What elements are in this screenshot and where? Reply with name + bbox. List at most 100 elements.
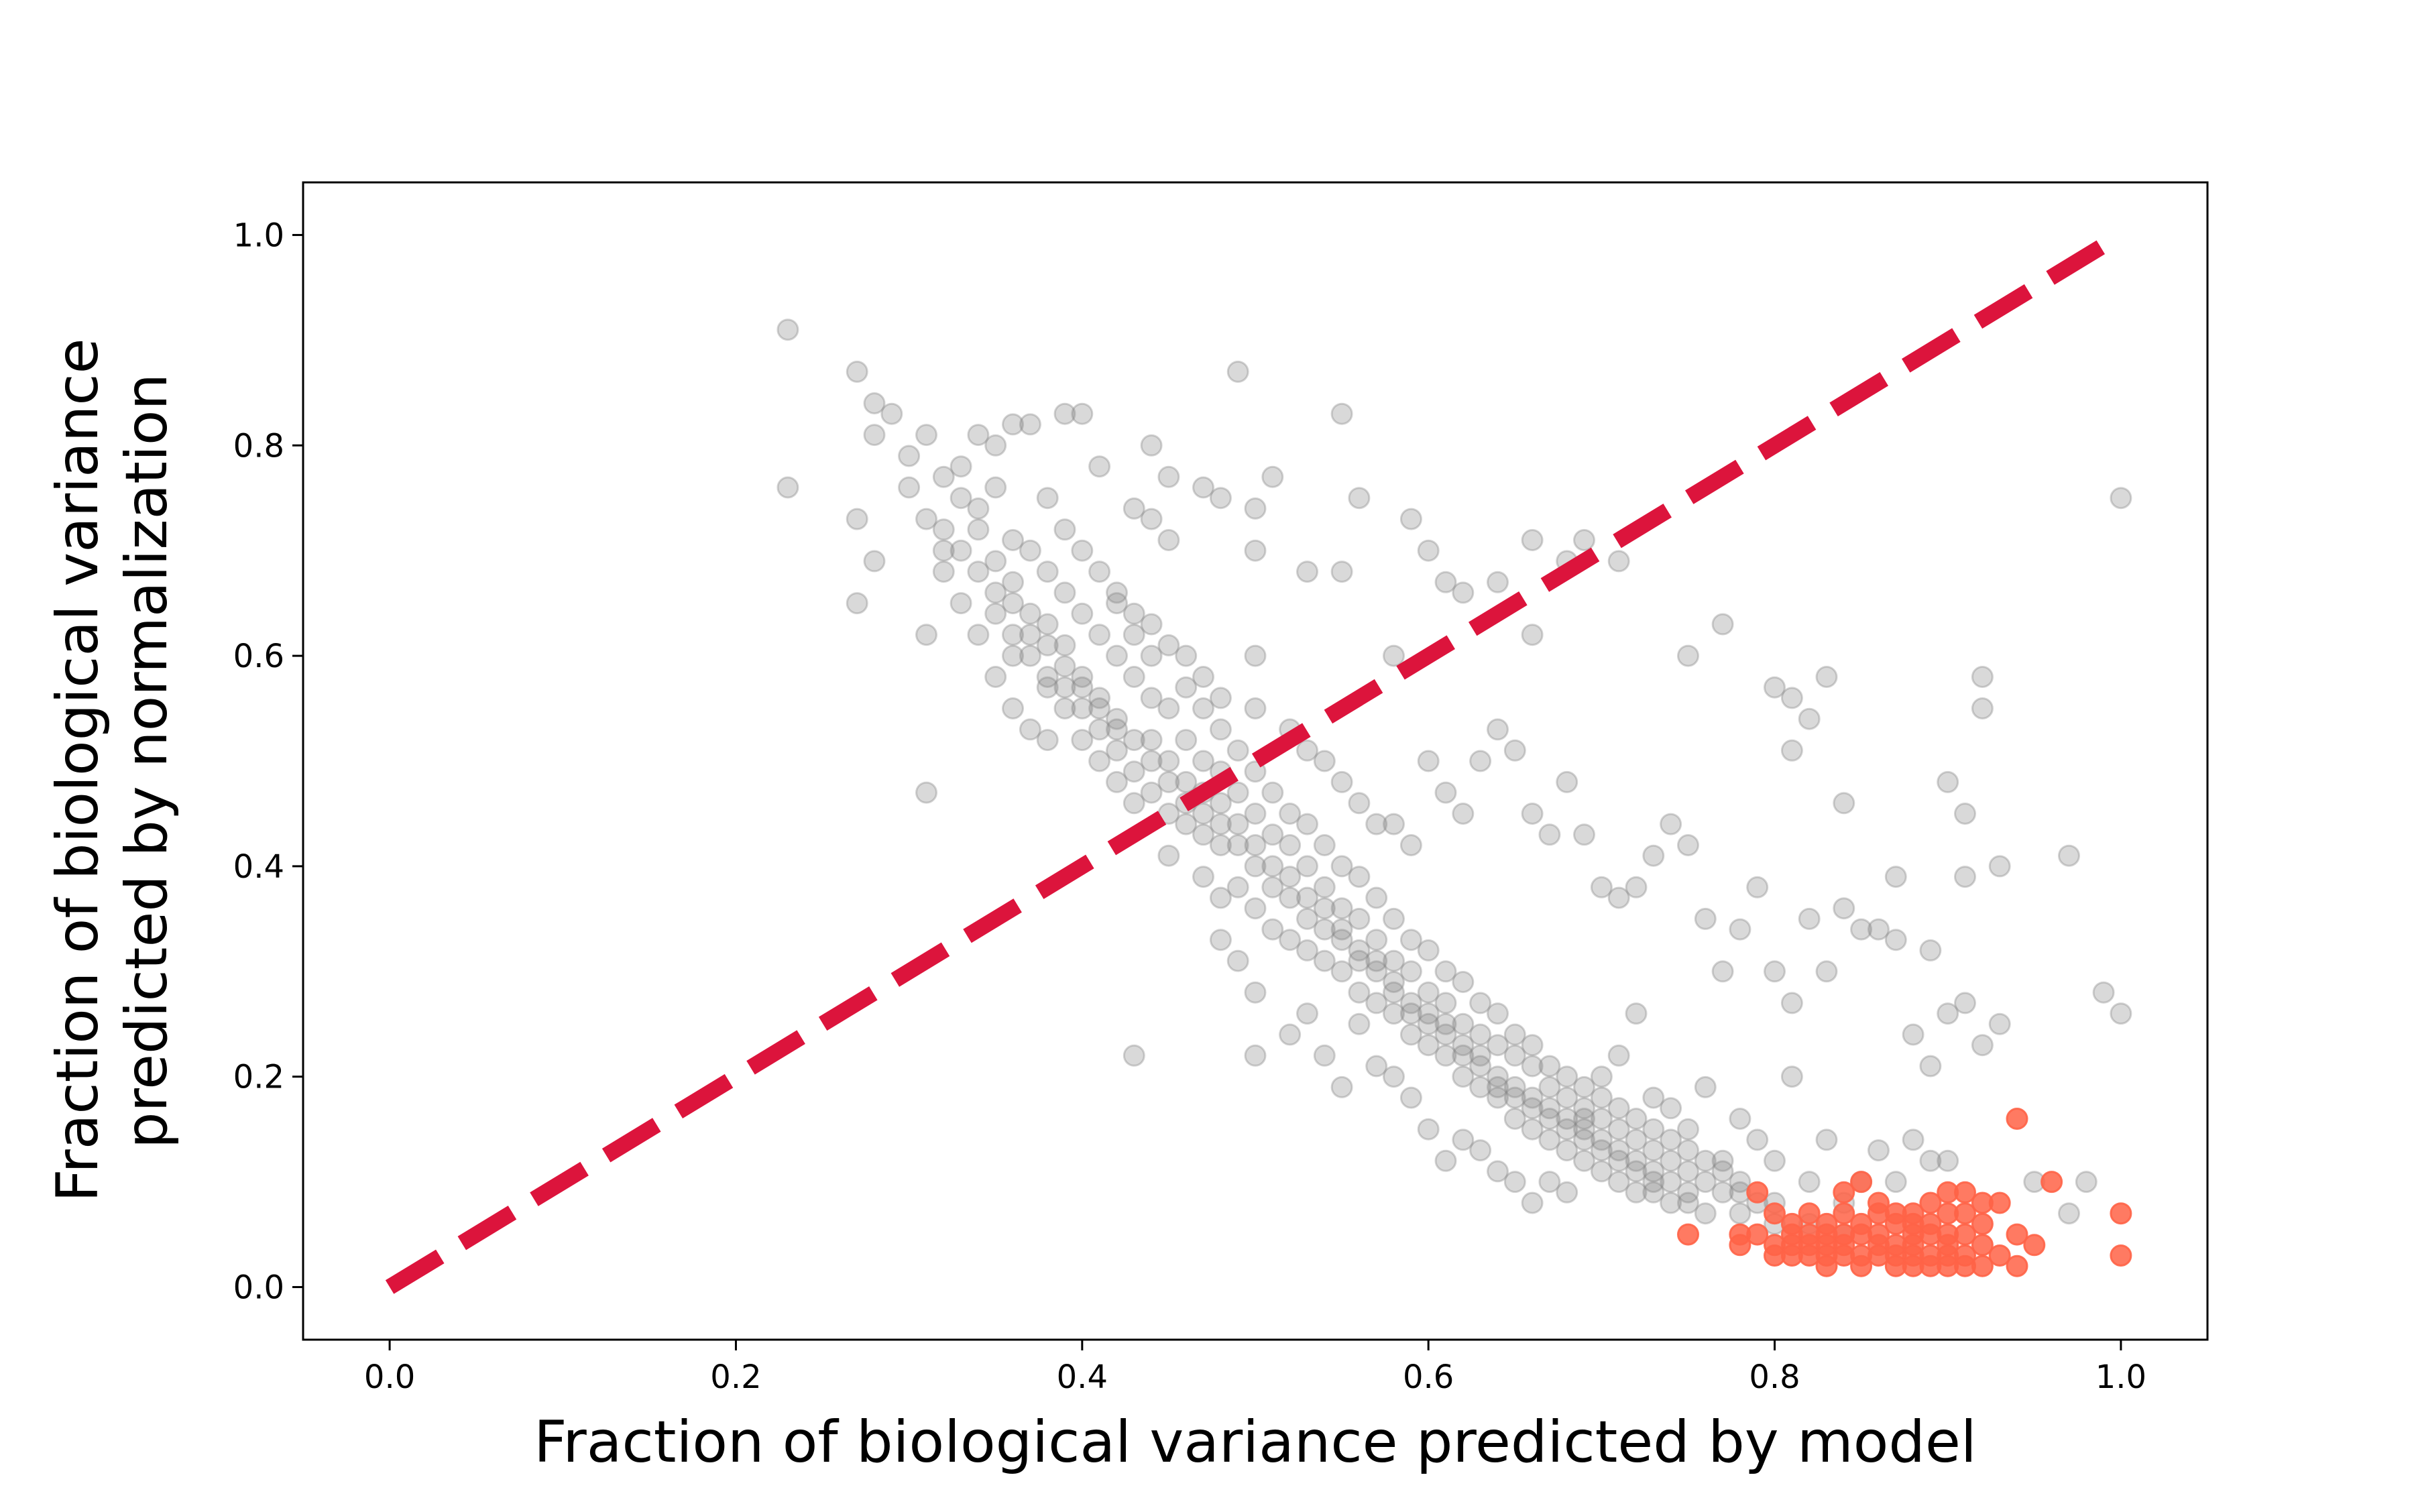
data-point-gray: [1261, 876, 1284, 898]
data-point-gray: [1434, 781, 1457, 804]
data-point-gray: [1209, 929, 1232, 951]
data-point-gray: [1884, 866, 1907, 888]
y-axis-label-line-2: predicted by normalization: [113, 373, 180, 1149]
data-point-gray: [1296, 907, 1318, 930]
data-point-gray: [1711, 1149, 1734, 1172]
data-point-gray: [1417, 1012, 1440, 1035]
data-point-gray: [1452, 1065, 1475, 1088]
data-point-highlight: [1971, 1255, 1994, 1277]
data-point-gray: [1348, 866, 1371, 888]
data-point-gray: [1296, 561, 1318, 583]
data-point-gray: [1833, 792, 1855, 815]
data-point-gray: [1660, 1149, 1682, 1172]
data-point-gray: [1487, 1002, 1509, 1025]
data-point-gray: [1469, 1044, 1492, 1067]
data-point-highlight: [1833, 1181, 1855, 1204]
data-point-gray: [1590, 1139, 1613, 1162]
data-point-gray: [1434, 1012, 1457, 1035]
data-point-gray: [1607, 1149, 1630, 1172]
data-point-gray: [1244, 697, 1267, 719]
data-point-gray: [1607, 886, 1630, 909]
y-tick-label: 0.6: [233, 638, 284, 675]
data-point-gray: [777, 476, 799, 499]
data-point-gray: [1140, 613, 1163, 636]
y-tick-label: 0.0: [233, 1269, 284, 1307]
data-point-gray: [1573, 1128, 1595, 1151]
data-point-gray: [1590, 1086, 1613, 1109]
data-point-gray: [1607, 1139, 1630, 1162]
data-point-gray: [1487, 1075, 1509, 1098]
data-point-gray: [1192, 803, 1214, 825]
data-point-highlight: [1937, 1244, 1959, 1267]
data-point-gray: [1399, 960, 1422, 983]
data-point-gray: [1660, 1171, 1682, 1194]
data-point-gray: [1279, 834, 1302, 856]
data-point-gray: [1313, 918, 1336, 941]
data-point-gray: [1538, 1075, 1561, 1098]
data-point-gray: [1452, 581, 1475, 604]
data-point-gray: [1244, 539, 1267, 562]
data-point-gray: [984, 602, 1007, 625]
data-point-gray: [1088, 687, 1111, 709]
data-point-gray: [1521, 1055, 1544, 1078]
data-point-gray: [1677, 1181, 1699, 1204]
data-point-gray: [1313, 750, 1336, 772]
data-point-gray: [1088, 561, 1111, 583]
data-point-gray: [1590, 876, 1613, 898]
data-point-gray: [1625, 1108, 1648, 1130]
data-point-gray: [1157, 697, 1180, 719]
data-point-gray: [1988, 855, 2011, 878]
data-point-gray: [1036, 561, 1059, 583]
x-tick-label: 1.0: [2095, 1358, 2146, 1396]
data-point-gray: [1764, 1149, 1786, 1172]
data-point-gray: [1487, 571, 1509, 593]
data-point-gray: [1625, 876, 1648, 898]
data-point-gray: [1798, 907, 1821, 930]
data-point-highlight: [1988, 1244, 2011, 1267]
data-point-gray: [1503, 1044, 1526, 1067]
data-point-gray: [1157, 770, 1180, 793]
data-point-gray: [1625, 1128, 1648, 1151]
data-point-gray: [1660, 1191, 1682, 1214]
data-point-highlight: [1815, 1255, 1838, 1277]
data-point-gray: [1313, 949, 1336, 972]
data-point-gray: [1123, 602, 1145, 625]
data-point-gray: [1106, 770, 1128, 793]
data-point-gray: [932, 465, 955, 488]
data-point-gray: [1815, 960, 1838, 983]
data-point-gray: [1296, 939, 1318, 962]
data-point-gray: [1746, 876, 1769, 898]
data-point-highlight: [1850, 1171, 1873, 1194]
data-point-gray: [1556, 1086, 1578, 1109]
data-point-gray: [1209, 834, 1232, 856]
data-point-gray: [1573, 1108, 1595, 1130]
data-point-gray: [1383, 907, 1405, 930]
data-point-gray: [1365, 949, 1388, 972]
data-point-gray: [967, 497, 990, 520]
data-point-gray: [1452, 1034, 1475, 1057]
data-point-gray: [1244, 855, 1267, 878]
data-point-gray: [1642, 1118, 1665, 1141]
data-point-gray: [1071, 666, 1094, 688]
data-point-gray: [1209, 487, 1232, 510]
data-point-gray: [984, 476, 1007, 499]
data-point-gray: [1088, 624, 1111, 646]
data-point-gray: [1971, 697, 1994, 719]
data-point-gray: [1348, 949, 1371, 972]
data-point-gray: [1226, 781, 1249, 804]
data-point-gray: [1244, 981, 1267, 1004]
data-point-gray: [1521, 624, 1544, 646]
data-point-gray: [1261, 855, 1284, 878]
data-point-gray: [1556, 770, 1578, 793]
data-point-gray: [1244, 834, 1267, 856]
data-point-gray: [1296, 1002, 1318, 1025]
data-point-gray: [967, 561, 990, 583]
data-point-gray: [1417, 1118, 1440, 1141]
data-point-gray: [1365, 929, 1388, 951]
data-point-gray: [1452, 1044, 1475, 1067]
data-point-gray: [1383, 644, 1405, 667]
data-point-gray: [1019, 602, 1041, 625]
data-point-gray: [1019, 624, 1041, 646]
